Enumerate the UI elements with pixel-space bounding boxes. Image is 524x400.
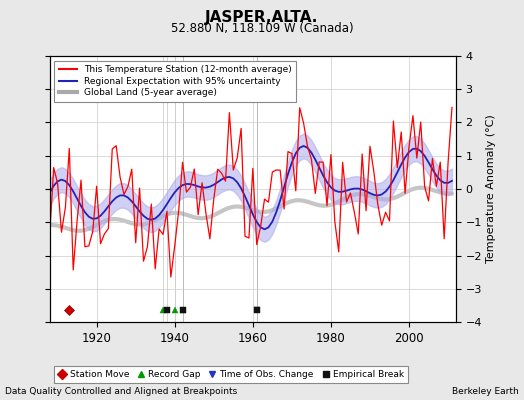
Text: JASPER,ALTA.: JASPER,ALTA.	[205, 10, 319, 25]
Text: 52.880 N, 118.109 W (Canada): 52.880 N, 118.109 W (Canada)	[171, 22, 353, 35]
Text: Berkeley Earth: Berkeley Earth	[452, 387, 519, 396]
Text: Data Quality Controlled and Aligned at Breakpoints: Data Quality Controlled and Aligned at B…	[5, 387, 237, 396]
Legend: Station Move, Record Gap, Time of Obs. Change, Empirical Break: Station Move, Record Gap, Time of Obs. C…	[54, 366, 408, 383]
Y-axis label: Temperature Anomaly (°C): Temperature Anomaly (°C)	[486, 115, 496, 263]
